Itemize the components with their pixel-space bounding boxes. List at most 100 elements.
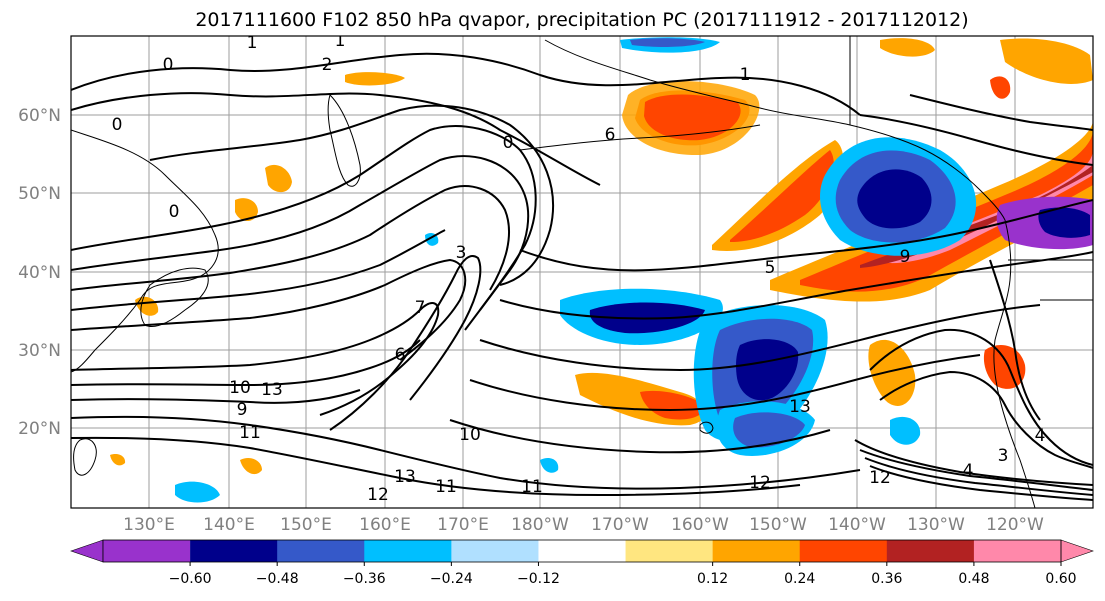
contour-mid-pacific-5 (449, 419, 831, 454)
contour-label: 4 (963, 461, 974, 481)
colorbar-tick-label: 0.12 (697, 571, 728, 587)
contour-label: 0 (112, 115, 123, 135)
colorbar-bin (886, 540, 975, 562)
colorbar-tick-label: −0.12 (517, 571, 560, 587)
latitude-label: 60°N (18, 106, 61, 126)
contour-label: 0 (169, 202, 180, 222)
colorbar-extend-min (70, 539, 104, 563)
shade-red-ne-pacific (730, 150, 834, 242)
contour-mid-pacific-2 (499, 251, 1093, 320)
longitude-label: 120°W (986, 515, 1044, 535)
colorbar-extend-max (1060, 539, 1094, 563)
shade-lightblue-dot-2 (540, 458, 559, 473)
contour-subtropical-east-3 (864, 457, 1093, 496)
colorbar-tick-label: 0.48 (958, 571, 989, 587)
contour-3-wave (71, 125, 537, 311)
contour-na-1 (859, 114, 1093, 166)
colorbar-bin (364, 540, 452, 562)
contour-8-loop (329, 255, 482, 431)
colorbar-bin (712, 540, 801, 562)
shade-orange-sw-bits (240, 458, 262, 475)
latitude-labels: 60°N 50°N 40°N 30°N 20°N (18, 106, 61, 439)
shade-orange-japan-sea (235, 198, 258, 221)
latitude-label: 40°N (18, 263, 61, 283)
contour-7-trough (71, 258, 467, 361)
contour-na-trough (989, 259, 1041, 421)
contour-label: 11 (435, 477, 457, 497)
contour-4-wave (71, 155, 530, 331)
coastline-hawaii (699, 421, 714, 434)
shade-red-hawaii-core (640, 390, 705, 420)
colorbar-tick-label: −0.24 (430, 571, 473, 587)
contour-label: 9 (900, 247, 911, 267)
colorbar-bin (538, 540, 627, 562)
contour-label: 6 (395, 345, 406, 365)
colorbar-tick-label: 0.24 (784, 571, 815, 587)
contour-ridge-east-1 (869, 328, 1093, 466)
shade-orange-band-east (770, 120, 1093, 302)
longitude-label: 130°W (907, 515, 965, 535)
contour-label: 9 (237, 400, 248, 420)
shade-orange-california (868, 339, 916, 406)
contour-na-2 (909, 94, 1093, 131)
contour-5-wave (71, 185, 511, 291)
coastline-alaska (544, 39, 1006, 221)
shade-orange-north-central (345, 72, 405, 86)
contour-9-low (71, 302, 440, 416)
shade-red-alaska-core (644, 94, 741, 141)
colorbar-tick-label: −0.36 (343, 571, 386, 587)
longitude-label: 170°E (437, 515, 489, 535)
contour-label: 0 (163, 55, 174, 75)
longitude-label: 140°E (203, 515, 255, 535)
shade-blue-subtropics-south (733, 412, 805, 448)
contour-11-low (71, 389, 361, 404)
coastline-na-west (993, 219, 1036, 508)
shade-orange-ne-corner (1000, 38, 1093, 84)
contour-label: 0 (503, 133, 514, 153)
colorbar (70, 539, 1094, 563)
contour-13-south (71, 415, 861, 490)
contour-label: 1 (335, 31, 346, 51)
contour-mid-pacific-4 (469, 354, 981, 412)
longitude-label: 150°W (749, 515, 807, 535)
colorbar-frame (102, 539, 1062, 563)
contour-label: 6 (605, 125, 616, 145)
longitude-label: 180°W (511, 515, 569, 535)
coastline-japan (140, 267, 209, 327)
contour-ridge-east-2 (879, 370, 1093, 469)
longitude-label: 130°E (123, 515, 175, 535)
shade-blue-north-top (630, 38, 705, 47)
contour-subtropical-east-4 (869, 465, 1093, 501)
shade-orange-north-ridge (880, 38, 935, 57)
contour-mid-pacific-3 (479, 304, 1041, 372)
contour-label: 12 (749, 473, 771, 493)
contour-10-low (71, 339, 421, 387)
contour-subtropical-east-2 (859, 449, 1093, 491)
contour-label: 12 (869, 468, 891, 488)
contour-label: 1 (247, 33, 258, 53)
contour-label: 7 (415, 298, 426, 318)
longitude-labels: 130°E 140°E 150°E 160°E 170°E 180°W 170°W 160°W… (123, 515, 1044, 535)
shade-navy-canada (1038, 207, 1090, 238)
contour-label: 12 (367, 485, 389, 505)
latitude-label: 20°N (18, 419, 61, 439)
contour-label: 11 (239, 423, 261, 443)
contour-label: 5 (765, 258, 776, 278)
latitude-label: 30°N (18, 341, 61, 361)
latitude-label: 50°N (18, 184, 61, 204)
longitude-label: 150°E (280, 515, 332, 535)
contour-6-wave (71, 229, 446, 311)
colorbar-bin (103, 540, 191, 562)
contour-label: 10 (229, 378, 251, 398)
contour-mid-pacific-1 (519, 199, 1093, 272)
contour-1-north (71, 92, 601, 186)
colorbar-tick-label: 0.36 (871, 571, 902, 587)
longitude-label: 170°W (591, 515, 649, 535)
longitude-label: 160°W (671, 515, 729, 535)
shade-lightblue-west-pac (175, 481, 220, 503)
colorbar-tick-label: 0.60 (1045, 571, 1076, 587)
contour-subtropical-east-1 (854, 439, 1093, 486)
